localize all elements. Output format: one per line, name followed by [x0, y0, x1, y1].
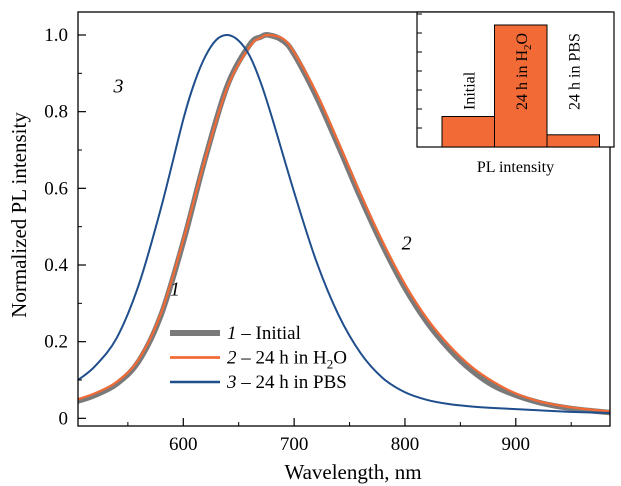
legend-entry-2: 2 – 24 h in H2O: [227, 348, 347, 372]
plot-frame: [77, 11, 611, 427]
y-tick-label: 0.4: [44, 255, 68, 276]
inset-bar-label-1: Initial: [461, 71, 478, 110]
inset-bar-chart: Initial 24 h in H2O 24 h in PBS PL intensit…: [416, 11, 615, 176]
inset-bar-label-2: 24 h in H2O: [514, 33, 534, 110]
y-tick-label: 0.6: [44, 178, 68, 199]
legend-entry-3: 3 – 24 h in PBS: [226, 372, 347, 393]
x-axis-title: Wavelength, nm: [284, 460, 421, 484]
main-plot: 600 700 800 900 0 0.2 0.4 0.6 0.8 1.0 1 2 3: [44, 11, 611, 455]
inset-bar-label-3: 24 h in PBS: [566, 33, 583, 110]
inset-bar-1: [441, 116, 495, 148]
curve-label-1: 1: [170, 279, 180, 301]
inset-x-axis-title: PL intensity: [477, 159, 554, 176]
y-axis-title: Normalized PL intensity: [7, 112, 31, 318]
series-pbs-line: [78, 33, 610, 414]
x-tick-label: 900: [502, 434, 531, 455]
y-tick-label: 1.0: [44, 25, 68, 46]
x-tick-label: 600: [169, 434, 198, 455]
y-tick-label: 0: [59, 408, 69, 429]
series-h2o-line: [78, 33, 610, 413]
inset-bar-3: [546, 134, 600, 148]
curve-label-2: 2: [402, 233, 412, 255]
legend-entry-1: 1 – Initial: [227, 323, 301, 344]
inset-bar-2: [494, 24, 548, 148]
x-tick-label: 800: [391, 434, 420, 455]
y-tick-label: 0.2: [44, 332, 68, 353]
x-tick-label: 700: [280, 434, 309, 455]
y-tick-label: 0.8: [44, 102, 68, 123]
curve-label-3: 3: [112, 76, 123, 98]
